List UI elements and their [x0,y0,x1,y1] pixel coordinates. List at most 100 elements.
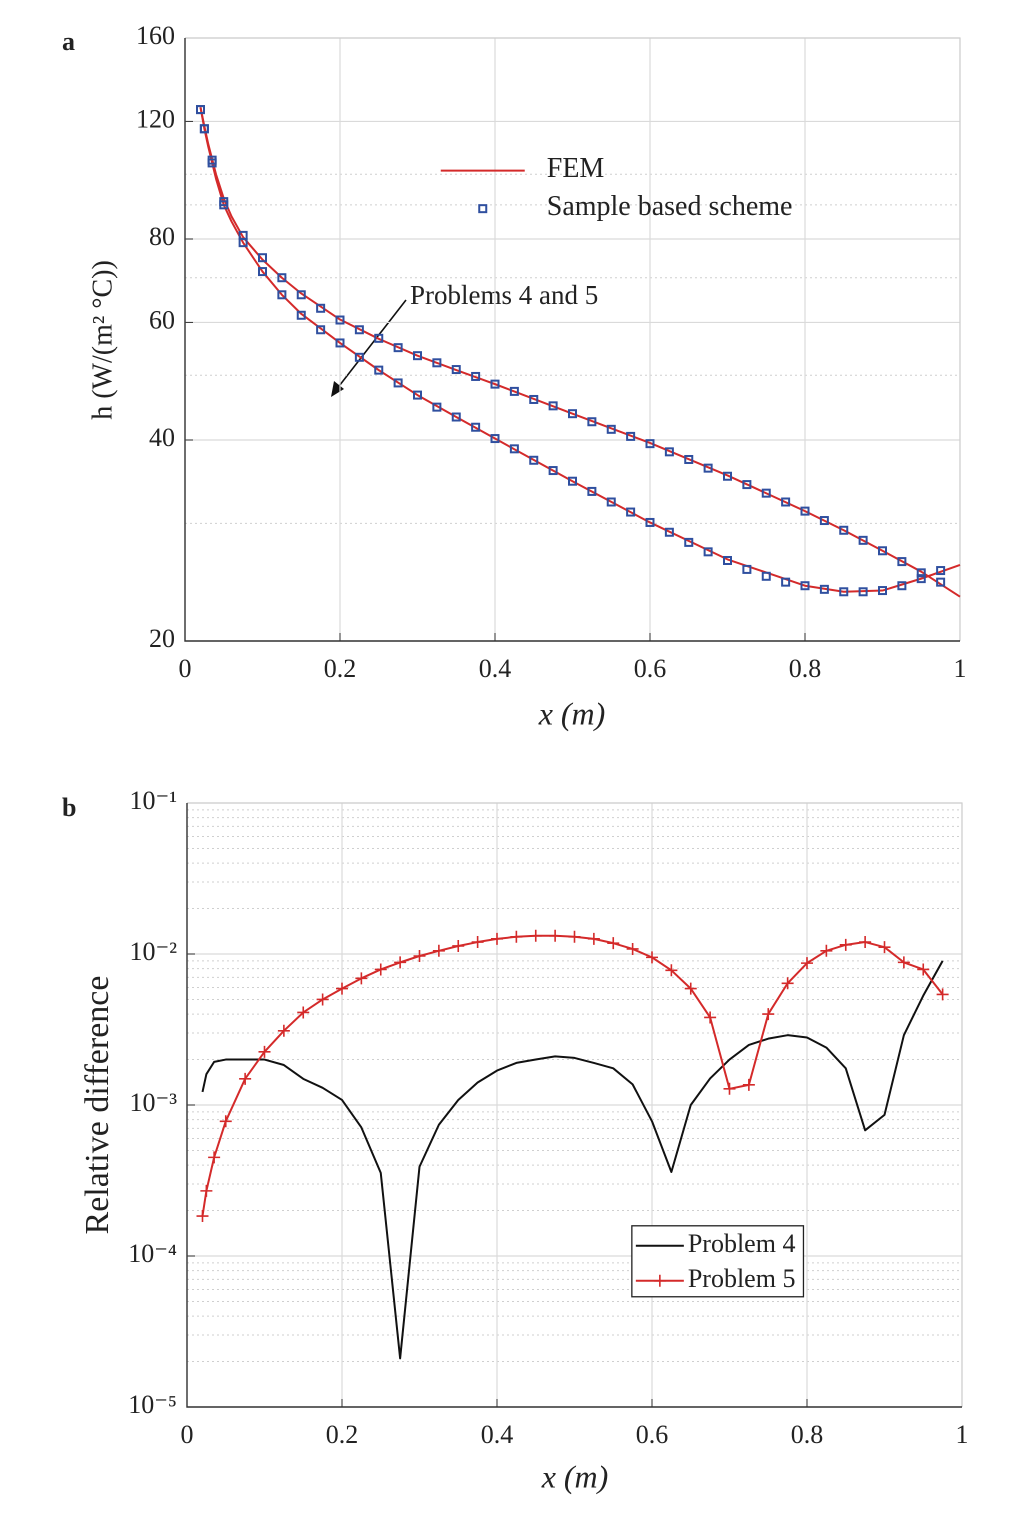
x-tick-label: 0 [181,1420,194,1449]
y-tick-label: 120 [136,104,175,133]
sample-marker [645,517,655,527]
plus-marker [277,1024,290,1037]
plus-marker [607,937,620,950]
sample-marker [258,253,267,263]
sample-marker [936,566,946,576]
sample-marker [703,547,713,557]
sample-marker [296,290,306,300]
series-line [199,107,961,598]
sample-marker [723,471,732,481]
sample-marker [451,365,461,375]
series-line [199,107,961,593]
sample-marker [316,325,326,335]
plus-marker [471,936,484,949]
sample-marker [354,325,364,335]
plus-marker [510,930,523,943]
x-tick-label: 0.2 [324,654,357,683]
sample-marker [413,390,422,400]
sample-marker [277,273,287,283]
sample-marker [471,422,481,432]
sample-marker [451,412,461,422]
sample-marker [432,358,442,368]
x-tick-label: 0.6 [634,654,667,683]
x-tick-label: 0.2 [326,1420,359,1449]
sample-marker [413,351,422,361]
plus-marker [839,938,852,951]
sample-marker [335,338,345,348]
sample-marker [548,466,558,476]
sample-marker [335,315,345,325]
plus-marker [859,936,872,949]
legend: FEM Sample based scheme [440,153,793,222]
plus-marker [336,982,348,995]
x-tick-label: 0 [179,654,192,683]
sample-marker [626,431,636,441]
plus-marker [626,942,639,955]
sample-marker [839,525,849,535]
plus-marker [568,930,581,943]
plus-marker [297,1006,310,1019]
sample-marker [196,105,205,115]
plus-marker [781,977,794,990]
sample-marker [587,486,597,496]
sample-marker [568,476,577,486]
legend: Problem 4 Problem 5 [631,1225,805,1298]
sample-marker [587,417,597,427]
sample-marker [471,371,481,381]
sample-marker [742,480,752,490]
plus-marker [355,972,368,985]
sample-marker [509,444,519,454]
sample-marker [800,506,810,516]
arrow-head [331,381,344,397]
axis-line [184,38,960,642]
x-tick-label: 1 [956,1420,969,1449]
sample-marker [277,290,287,300]
sample-marker [761,571,771,581]
sample-marker [316,303,326,313]
x-axis-label: x (m) [541,1458,609,1494]
sample-marker [897,557,907,567]
plus-marker [762,1008,775,1021]
plus-marker [432,944,445,957]
plus-marker [452,939,465,952]
axis-line [186,803,962,1408]
sample-marker [529,394,539,404]
legend-label: Problem 5 [688,1264,796,1293]
plus-marker [878,941,891,954]
sample-marker [490,379,500,389]
plus-marker [200,1184,213,1197]
sample-marker [432,402,442,412]
sample-marker [238,238,248,248]
plus-marker [917,963,930,976]
sample-marker [219,200,229,210]
sample-marker [936,577,946,587]
sample-marker [258,267,267,277]
plus-marker [208,1151,221,1164]
sample-marker [703,463,713,473]
axis-frame [187,802,963,1407]
y-axis-label: h (W/(m² °C)) [87,260,118,420]
plus-marker [374,963,387,976]
y-tick-label: 10⁻³ [129,1088,177,1117]
legend-label: Sample based scheme [547,191,793,222]
plus-marker [646,951,658,964]
y-tick-label: 10⁻⁴ [128,1239,177,1268]
plus-marker [587,932,600,945]
x-tick-label: 0.6 [636,1420,669,1449]
plus-marker [704,1011,717,1024]
sample-marker [199,124,209,134]
y-tick-label: 10⁻² [129,937,177,966]
y-tick-label: 20 [149,624,175,653]
sample-marker [819,584,829,594]
plot-area: 20 40 60 80 120 160 0 0.2 0.4 0.6 0.8 1 FEM Sample ba… [136,21,967,683]
sample-marker [684,537,694,547]
legend-label: Problem 4 [688,1229,796,1258]
y-tick-label: 40 [149,423,175,452]
sample-marker [664,447,674,457]
plus-marker [897,956,910,969]
sample-marker [858,587,868,597]
sample-marker [839,587,849,597]
plus-marker [529,929,542,942]
sample-marker [626,507,636,517]
